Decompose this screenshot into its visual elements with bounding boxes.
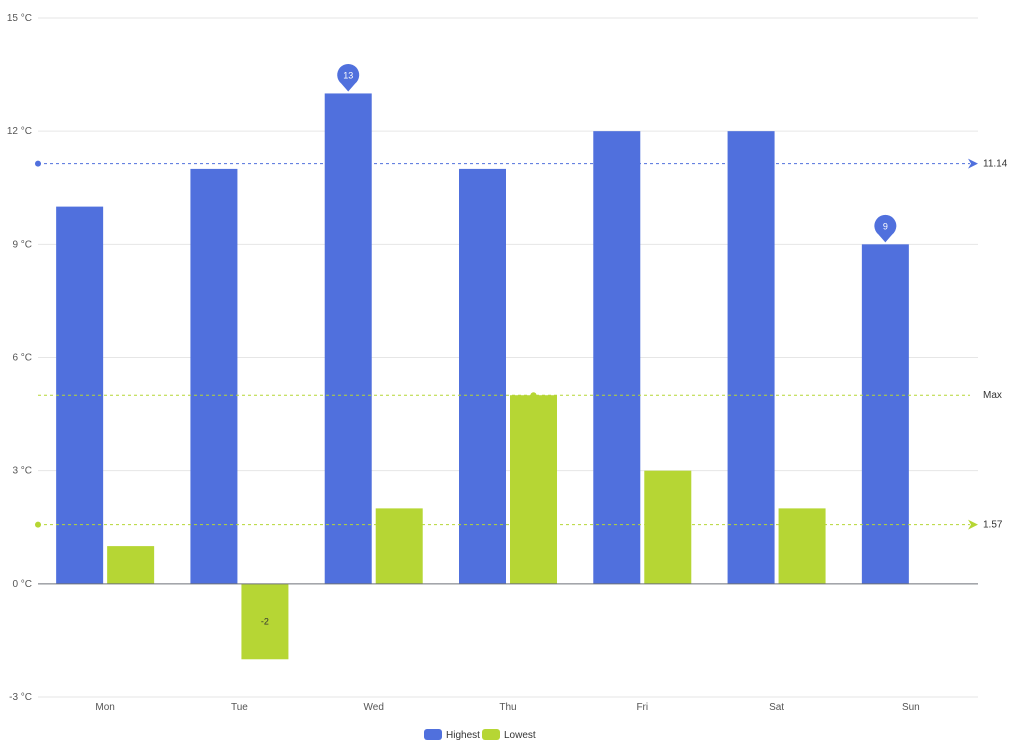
bar-lowest-tue	[241, 583, 289, 660]
bar-highest-fri	[593, 131, 641, 584]
bar-lowest-sat	[778, 508, 826, 584]
mark-line-label: 1.57	[983, 520, 1003, 531]
y-tick-label: 6 °C	[12, 353, 32, 364]
y-tick-label: 15 °C	[7, 13, 32, 24]
mark-line-label: Max	[983, 390, 1002, 401]
bar-labels: -2	[261, 617, 269, 627]
y-tick-label: 12 °C	[7, 126, 32, 137]
legend-label: Highest	[446, 730, 480, 741]
mark-point-pin	[337, 63, 360, 92]
legend-label: Lowest	[504, 730, 536, 741]
mark-line-label: 11.14	[983, 159, 1008, 170]
mark-line-start-dot	[35, 521, 41, 528]
legend-item-highest[interactable]: Highest	[424, 729, 480, 741]
bar-lowest-fri	[644, 470, 692, 584]
legend-item-lowest[interactable]: Lowest	[482, 729, 536, 741]
bar-highest-sun	[861, 244, 909, 584]
x-tick-label: Sun	[902, 702, 920, 713]
bar-lowest-thu	[510, 395, 557, 584]
y-tick-label: 3 °C	[12, 466, 32, 477]
x-tick-label: Mon	[95, 702, 114, 713]
bar-value-label: -2	[261, 617, 269, 627]
x-tick-label: Fri	[636, 702, 648, 713]
mark-line-arrow	[968, 158, 978, 169]
bar-highest-sat	[727, 131, 775, 584]
mark-point-label: 13	[343, 70, 353, 80]
y-tick-label: 9 °C	[12, 239, 32, 250]
mark-lines: 11.14 Max 1.57	[35, 158, 1008, 531]
mark-line-start-dot	[530, 392, 537, 399]
legend-swatch	[424, 729, 442, 740]
mark-point-label: 9	[883, 221, 888, 231]
bar-lowest-mon	[107, 546, 155, 584]
x-tick-label: Tue	[231, 702, 248, 713]
y-axis: -3 °C 0 °C 3 °C 6 °C 9 °C 12 °C 15 °C	[7, 13, 32, 703]
bar-highest-wed	[324, 93, 372, 584]
mark-point-pin	[874, 214, 897, 243]
y-tick-label: 0 °C	[12, 579, 32, 590]
x-tick-label: Thu	[499, 702, 516, 713]
mark-line-start-dot	[35, 160, 41, 167]
grid-lines	[38, 17, 978, 698]
bars	[56, 93, 909, 660]
legend-swatch	[482, 729, 500, 740]
bar-highest-tue	[190, 168, 238, 584]
bar-lowest-wed	[375, 508, 423, 584]
x-tick-label: Sat	[769, 702, 784, 713]
legend[interactable]: Highest Lowest	[424, 729, 536, 741]
mark-line-arrow	[968, 519, 978, 530]
mark-points: 13 9	[337, 63, 897, 243]
bar-highest-thu	[459, 168, 506, 584]
y-tick-label: -3 °C	[9, 692, 32, 703]
x-axis: Mon Tue Wed Thu Fri Sat Sun	[38, 583, 978, 713]
x-tick-label: Wed	[364, 702, 384, 713]
